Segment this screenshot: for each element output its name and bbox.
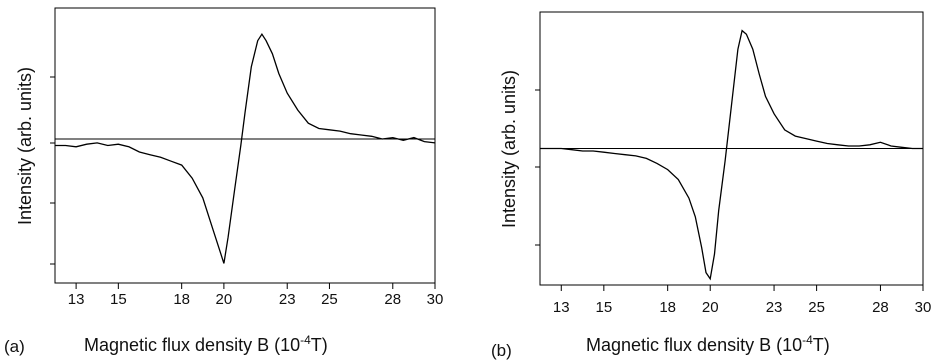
panel-label-a: (a) [4,337,25,356]
series-line-b [540,29,923,281]
x-tick-label-b-2: 18 [659,299,676,316]
x-tick-label-a-4: 23 [279,291,296,308]
x-tick-label-b-4: 23 [766,299,783,316]
x-axis-label-a-exp: -4 [300,333,311,347]
x-tick-label-b-1: 15 [595,299,612,316]
x-tick-label-b-5: 25 [808,299,825,316]
x-axis-label-b-unit: T) [813,335,830,355]
x-tick-label-a-3: 20 [216,291,233,308]
panel-b: 13 15 18 20 23 25 28 30 Intensity (arb. units) … [491,11,931,360]
series-line-a [55,33,436,264]
x-tick-label-a-2: 18 [173,291,190,308]
x-tick-label-b-6: 28 [872,299,889,316]
x-axis-label-a-main: Magnetic flux density B (10 [84,335,300,355]
x-axis-label-b-exp: -4 [802,333,813,347]
x-axis-label-a: Magnetic flux density B (10-4T) [84,333,328,355]
x-tick-label-a-6: 28 [384,291,401,308]
x-ticks-a: 13 15 18 20 23 25 28 30 [68,283,444,308]
x-tick-label-a-1: 15 [110,291,127,308]
x-tick-label-b-0: 13 [553,299,570,316]
x-axis-label-a-unit: T) [311,335,328,355]
y-ticks-a [50,76,55,265]
x-tick-label-a-5: 25 [321,291,338,308]
x-ticks-b: 13 15 18 20 23 25 28 30 [553,285,931,316]
x-tick-label-b-7: 30 [915,299,932,316]
panel-label-b: (b) [491,341,512,360]
y-ticks-b [535,89,540,246]
x-axis-label-b: Magnetic flux density B (10-4T) [586,333,830,355]
y-axis-label-a: Intensity (arb. units) [15,67,35,225]
y-axis-label-b: Intensity (arb. units) [499,70,519,228]
panel-a: 13 15 18 20 23 25 28 30 Intensity (arb. units) … [4,7,444,356]
x-tick-label-a-0: 13 [68,291,85,308]
x-tick-label-b-3: 20 [702,299,719,316]
x-tick-label-a-7: 30 [427,291,444,308]
x-axis-label-b-main: Magnetic flux density B (10 [586,335,802,355]
